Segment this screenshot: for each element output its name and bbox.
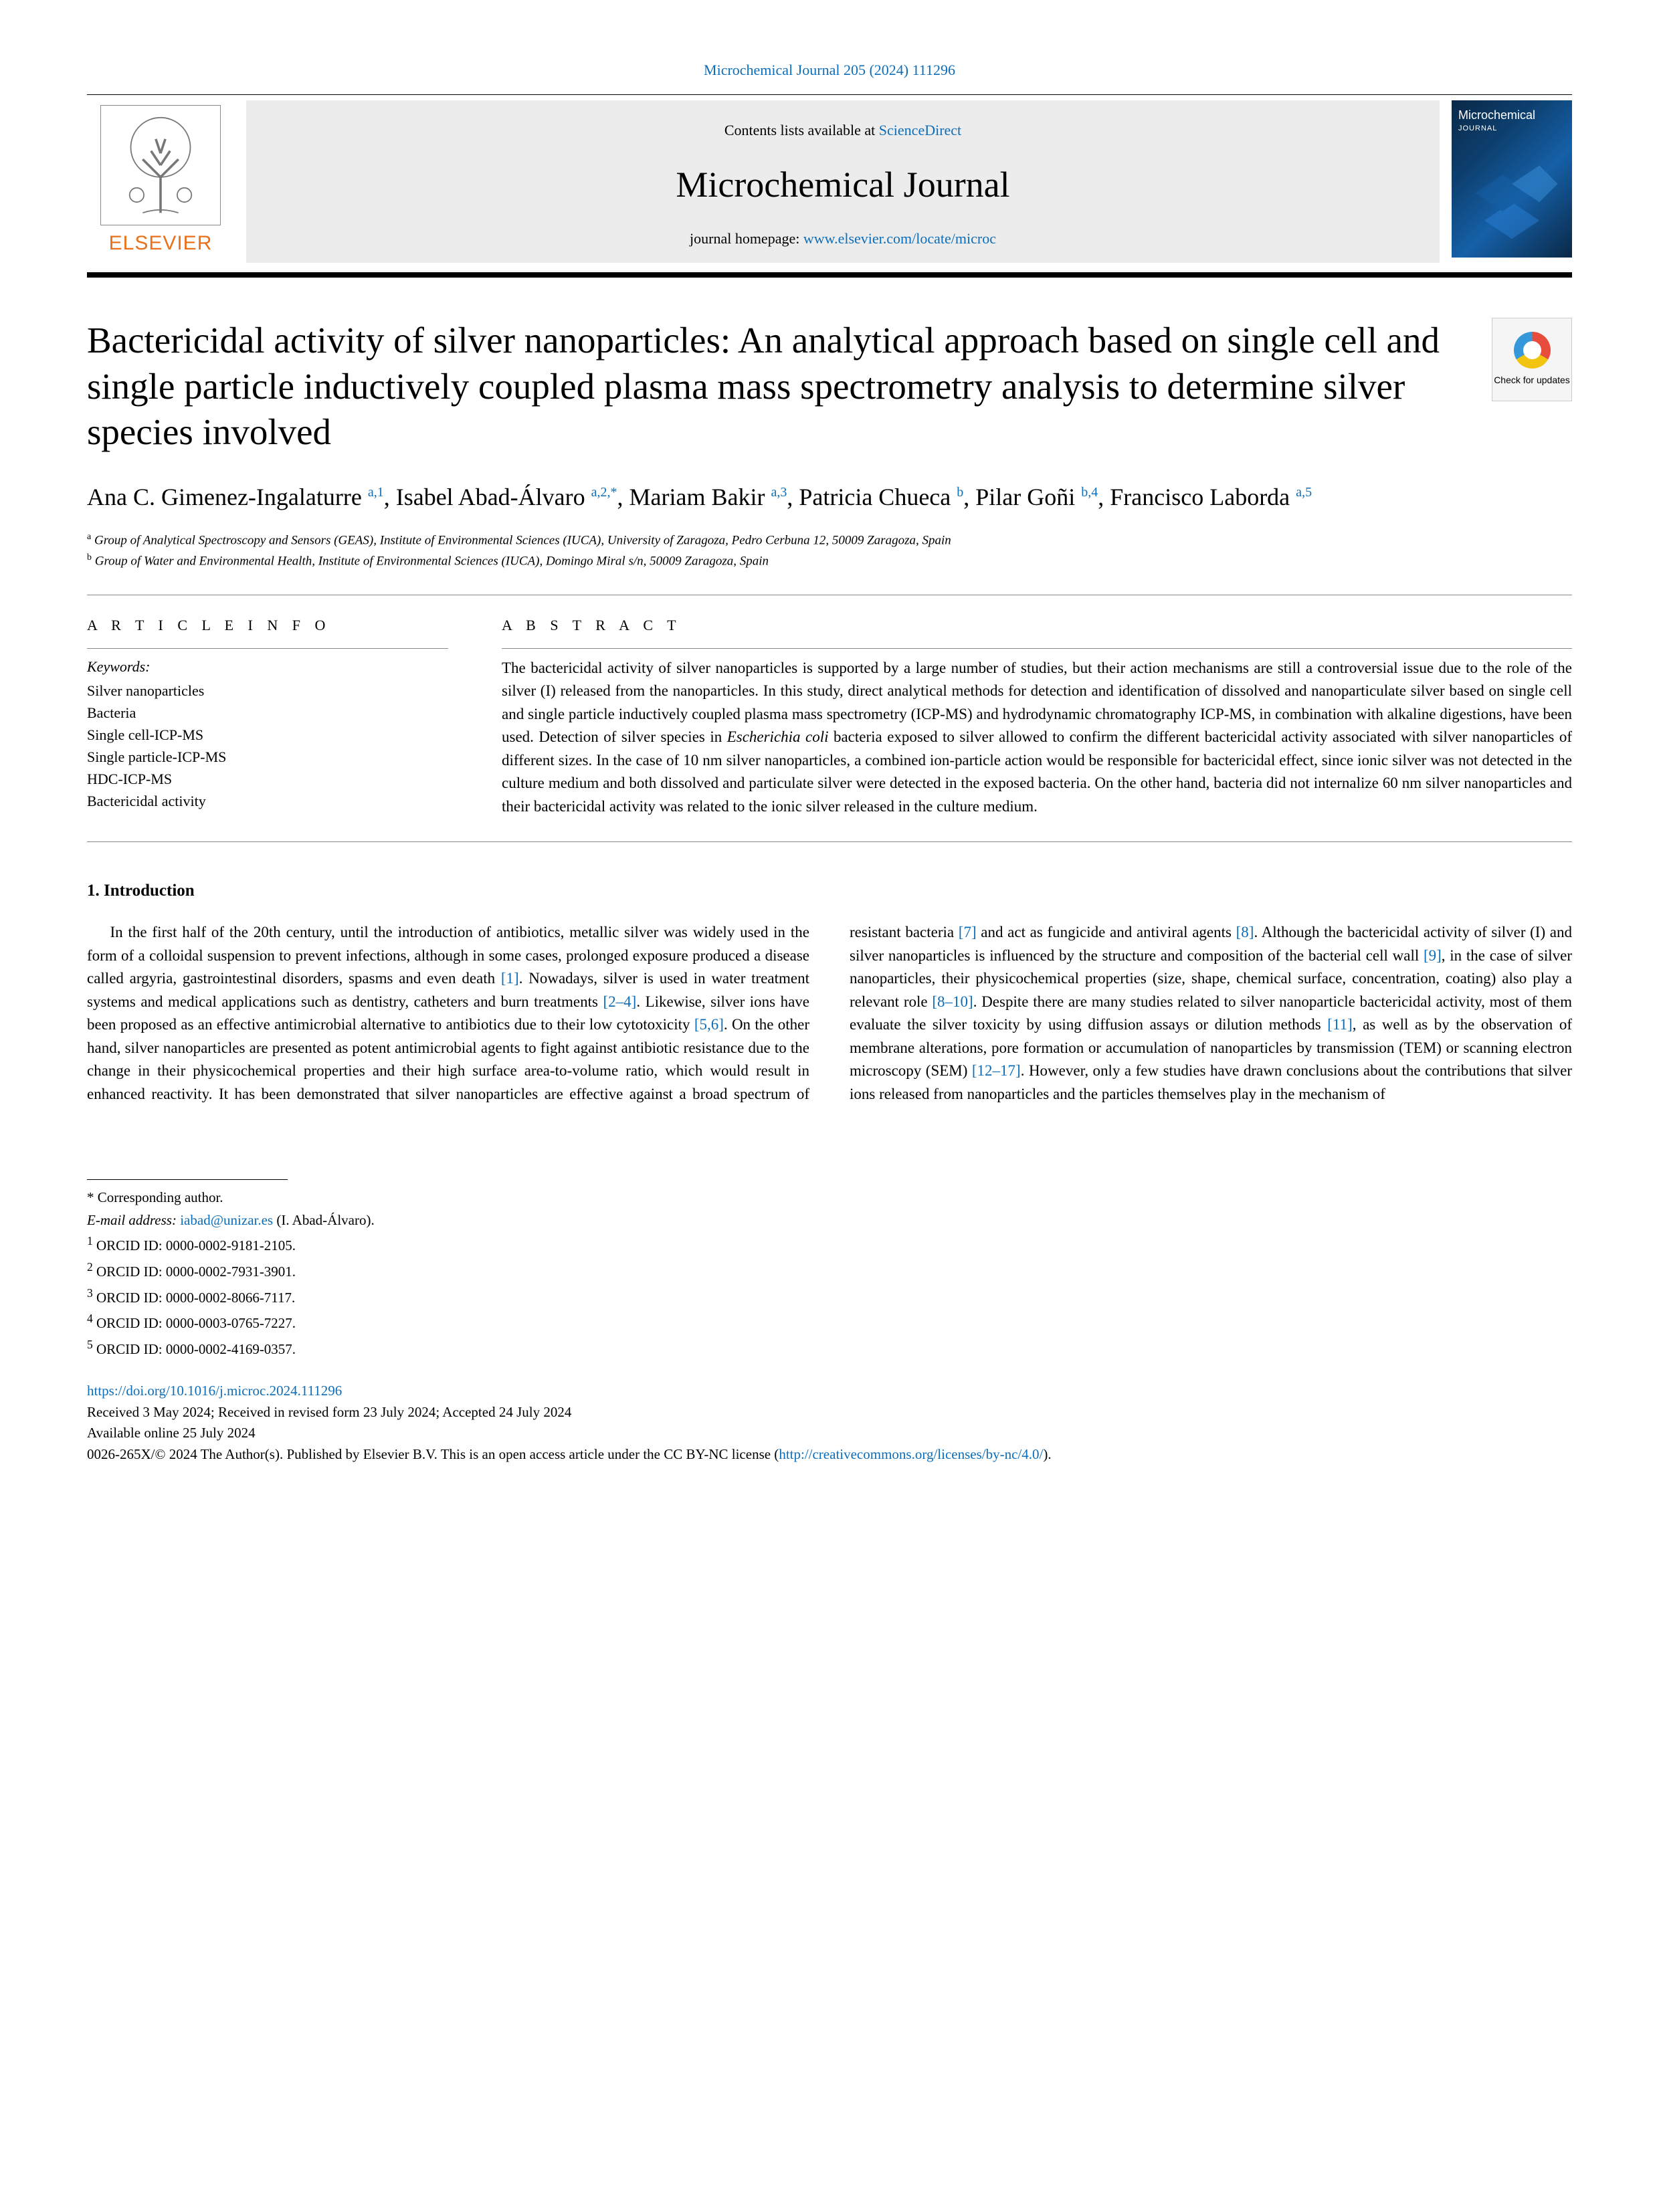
citation-ref[interactable]: [2–4]	[603, 993, 636, 1010]
keyword: Single cell-ICP-MS	[87, 724, 448, 746]
abstract-heading: A B S T R A C T	[502, 615, 1572, 636]
contents-prefix: Contents lists available at	[724, 122, 879, 138]
citation-ref[interactable]: [5,6]	[694, 1016, 724, 1033]
doi-block: https://doi.org/10.1016/j.microc.2024.11…	[87, 1381, 1572, 1465]
contents-line: Contents lists available at ScienceDirec…	[260, 120, 1426, 141]
cover-title: Microchemical	[1458, 107, 1565, 124]
keyword: HDC-ICP-MS	[87, 768, 448, 790]
citation-ref[interactable]: [7]	[959, 924, 977, 940]
article-info: A R T I C L E I N F O Keywords: Silver n…	[87, 615, 448, 818]
affiliation-a: Group of Analytical Spectroscopy and Sen…	[94, 534, 951, 548]
abstract-text: The bactericidal activity of silver nano…	[502, 657, 1572, 819]
keyword: Bacteria	[87, 702, 448, 724]
section-heading: 1. Introduction	[87, 879, 1572, 902]
masthead-center: Contents lists available at ScienceDirec…	[246, 100, 1440, 263]
rule-thick	[87, 272, 1572, 278]
citation-ref[interactable]: [9]	[1424, 947, 1442, 964]
elsevier-logo[interactable]: ELSEVIER	[87, 100, 234, 263]
orcid-line: 3 ORCID ID: 0000-0002-8066-7117.	[87, 1284, 1572, 1310]
copyright: 0026-265X/© 2024 The Author(s). Publishe…	[87, 1444, 1572, 1466]
keywords-list: Silver nanoparticlesBacteriaSingle cell-…	[87, 680, 448, 812]
abstract: A B S T R A C T The bactericidal activit…	[502, 615, 1572, 818]
homepage-link[interactable]: www.elsevier.com/locate/microc	[803, 230, 996, 247]
journal-name: Microchemical Journal	[260, 160, 1426, 211]
citation-ref[interactable]: [11]	[1327, 1016, 1352, 1033]
keyword: Silver nanoparticles	[87, 680, 448, 702]
email-suffix: (I. Abad-Álvaro).	[273, 1212, 375, 1228]
online-date: Available online 25 July 2024	[87, 1423, 1572, 1444]
homepage-line: journal homepage: www.elsevier.com/locat…	[260, 229, 1426, 249]
orcid-line: 4 ORCID ID: 0000-0003-0765-7227.	[87, 1309, 1572, 1335]
citation-link[interactable]: Microchemical Journal 205 (2024) 111296	[704, 62, 955, 78]
email-label: E-mail address:	[87, 1212, 180, 1228]
header-citation: Microchemical Journal 205 (2024) 111296	[87, 60, 1572, 81]
introduction-section: 1. Introduction In the first half of the…	[87, 879, 1572, 1106]
citation-ref[interactable]: [8]	[1236, 924, 1254, 940]
citation-ref[interactable]: [12–17]	[972, 1062, 1021, 1079]
keyword: Single particle-ICP-MS	[87, 746, 448, 768]
license-link[interactable]: http://creativecommons.org/licenses/by-n…	[779, 1446, 1043, 1462]
footnotes: * Corresponding author. E-mail address: …	[87, 1179, 1572, 1361]
article-info-heading: A R T I C L E I N F O	[87, 615, 448, 636]
received-dates: Received 3 May 2024; Received in revised…	[87, 1402, 1572, 1423]
orcid-line: 2 ORCID ID: 0000-0002-7931-3901.	[87, 1258, 1572, 1284]
corresponding-author: * Corresponding author.	[87, 1187, 1572, 1209]
rule-mini-2	[502, 648, 1572, 649]
body-text: In the first half of the 20th century, u…	[87, 921, 1572, 1106]
affiliation-b: Group of Water and Environmental Health,…	[95, 554, 769, 568]
check-updates-label: Check for updates	[1494, 374, 1570, 387]
article-title: Bactericidal activity of silver nanopart…	[87, 318, 1472, 456]
citation-ref[interactable]: [8–10]	[932, 993, 973, 1010]
sciencedirect-link[interactable]: ScienceDirect	[879, 122, 961, 138]
elsevier-tree-icon	[100, 105, 221, 225]
orcid-line: 1 ORCID ID: 0000-0002-9181-2105.	[87, 1231, 1572, 1258]
doi-link[interactable]: https://doi.org/10.1016/j.microc.2024.11…	[87, 1383, 342, 1399]
keywords-label: Keywords:	[87, 657, 448, 678]
homepage-prefix: journal homepage:	[690, 230, 803, 247]
keyword: Bactericidal activity	[87, 790, 448, 812]
affiliations: a Group of Analytical Spectroscopy and S…	[87, 530, 1572, 571]
check-updates-button[interactable]: Check for updates	[1492, 318, 1572, 401]
citation-ref[interactable]: [1]	[501, 970, 519, 987]
rule-top	[87, 94, 1572, 95]
email-link[interactable]: iabad@unizar.es	[180, 1212, 273, 1228]
journal-cover[interactable]: Microchemical JOURNAL	[1452, 100, 1572, 258]
copyright-prefix: 0026-265X/© 2024 The Author(s). Publishe…	[87, 1446, 779, 1462]
orcid-line: 5 ORCID ID: 0000-0002-4169-0357.	[87, 1335, 1572, 1361]
rule-mini-1	[87, 648, 448, 649]
authors: Ana C. Gimenez-Ingalaturre a,1, Isabel A…	[87, 479, 1572, 515]
masthead: ELSEVIER Contents lists available at Sci…	[87, 100, 1572, 263]
rule-section-2	[87, 841, 1572, 842]
crossmark-icon	[1514, 332, 1551, 369]
elsevier-wordmark: ELSEVIER	[109, 229, 213, 258]
cover-sub: JOURNAL	[1458, 124, 1565, 134]
copyright-suffix: ).	[1043, 1446, 1051, 1462]
